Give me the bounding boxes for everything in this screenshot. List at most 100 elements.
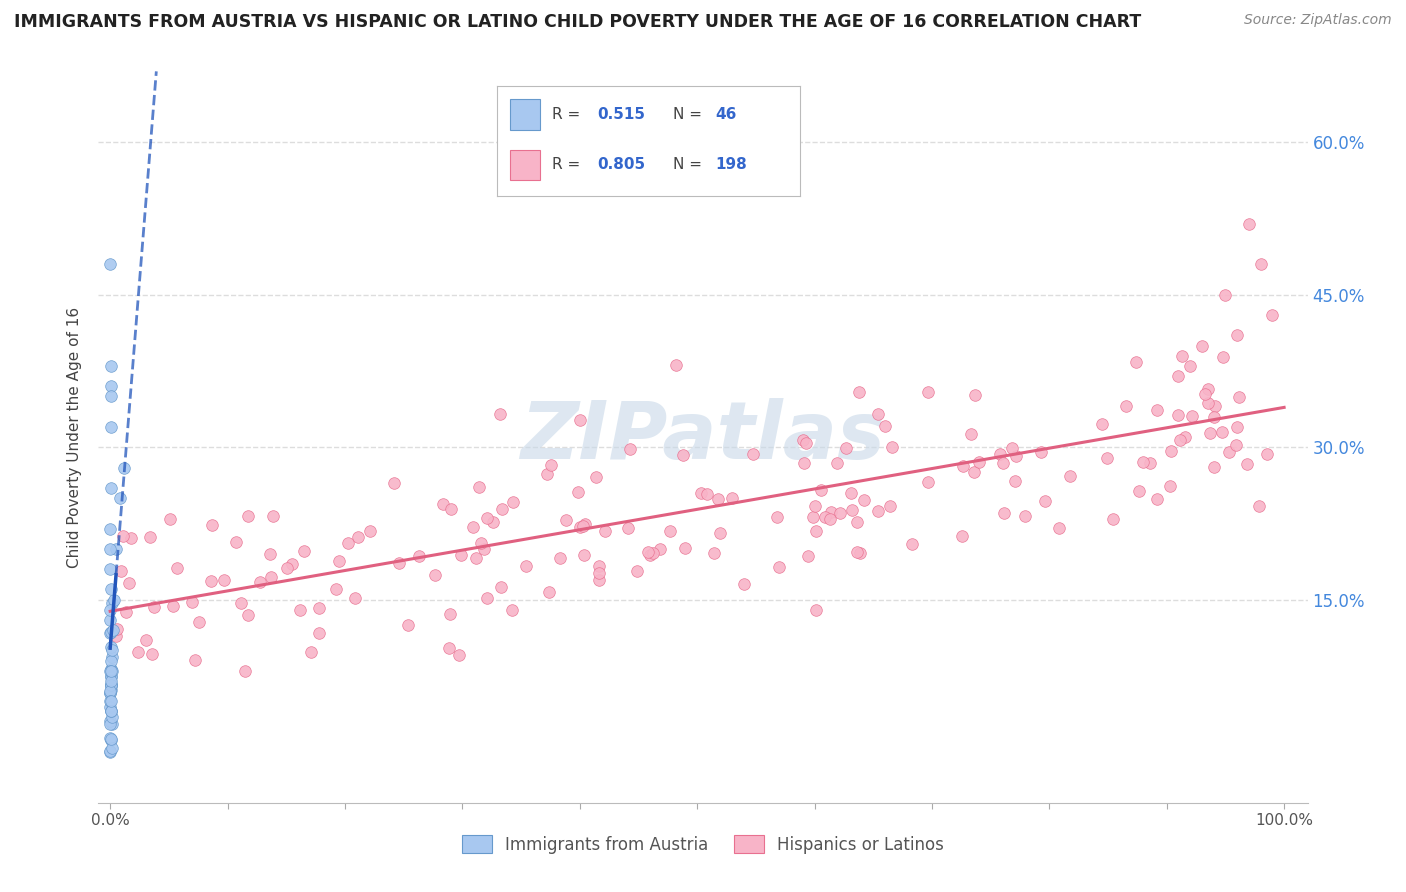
Point	[100, 717, 122, 731]
Point	[1139, 456, 1161, 470]
Point	[101, 649, 124, 664]
Point	[1004, 474, 1026, 488]
Point	[100, 625, 122, 640]
Point	[1004, 449, 1026, 463]
Point	[105, 541, 128, 556]
Point	[98, 664, 121, 678]
Point	[308, 626, 330, 640]
Point	[572, 548, 595, 562]
Point	[1091, 417, 1114, 432]
Point	[810, 483, 832, 498]
Point	[382, 476, 405, 491]
Point	[804, 524, 827, 538]
Point	[695, 487, 717, 501]
Point	[1191, 339, 1213, 353]
Point	[201, 518, 224, 533]
Point	[141, 647, 163, 661]
Point	[853, 492, 876, 507]
Point	[569, 519, 592, 533]
Point	[98, 699, 121, 714]
Point	[588, 574, 610, 588]
Point	[593, 524, 616, 538]
Point	[100, 732, 122, 747]
Point	[100, 668, 122, 682]
Point	[214, 573, 236, 587]
Point	[472, 542, 495, 557]
Point	[120, 532, 142, 546]
Point	[792, 434, 814, 448]
Point	[388, 556, 411, 570]
Point	[100, 740, 122, 755]
Point	[100, 705, 122, 719]
Point	[292, 544, 315, 558]
Point	[440, 502, 463, 516]
Point	[1204, 459, 1226, 474]
Point	[1168, 434, 1191, 448]
Point	[1226, 328, 1249, 343]
Point	[1211, 425, 1233, 439]
Point	[139, 530, 162, 544]
Point	[100, 694, 122, 708]
Point	[491, 580, 513, 594]
Point	[706, 492, 728, 507]
Point	[845, 545, 868, 559]
Point	[540, 458, 562, 472]
Point	[1171, 350, 1194, 364]
Point	[118, 575, 141, 590]
Point	[569, 413, 592, 427]
Point	[238, 508, 260, 523]
Point	[98, 521, 121, 535]
Point	[143, 600, 166, 615]
Point	[98, 603, 121, 617]
Point	[617, 521, 640, 535]
Point	[101, 623, 124, 637]
Point	[702, 546, 724, 560]
Point	[501, 603, 523, 617]
Point	[100, 596, 122, 610]
Point	[98, 684, 121, 698]
Point	[901, 537, 924, 551]
Point	[288, 603, 311, 617]
Point	[1204, 399, 1226, 413]
Point	[879, 499, 901, 513]
Point	[262, 509, 284, 524]
Point	[100, 686, 122, 700]
Point	[423, 568, 446, 582]
Point	[1000, 441, 1022, 455]
Point	[1095, 450, 1118, 465]
Point	[107, 623, 129, 637]
Point	[835, 441, 858, 455]
Point	[626, 564, 648, 578]
Point	[98, 731, 121, 745]
Point	[1174, 429, 1197, 443]
Point	[1132, 455, 1154, 469]
Point	[1115, 399, 1137, 413]
Point	[665, 358, 688, 372]
Point	[470, 535, 492, 549]
Point	[1033, 494, 1056, 508]
Point	[464, 551, 486, 566]
Point	[673, 541, 696, 555]
Point	[1226, 420, 1249, 434]
Point	[328, 554, 350, 568]
Point	[396, 618, 419, 632]
Point	[1059, 468, 1081, 483]
Point	[640, 548, 662, 562]
Point	[325, 582, 347, 596]
Point	[100, 389, 122, 403]
Point	[574, 516, 596, 531]
Point	[408, 549, 430, 563]
Point	[238, 607, 260, 622]
Point	[1256, 447, 1278, 461]
Point	[797, 549, 820, 563]
Point	[1237, 217, 1260, 231]
Point	[1125, 355, 1147, 369]
Point	[917, 475, 939, 490]
Point	[346, 529, 368, 543]
Point	[100, 359, 122, 373]
Point	[1160, 443, 1182, 458]
Point	[952, 458, 974, 473]
Point	[1102, 512, 1125, 526]
Point	[848, 384, 870, 399]
Point	[733, 576, 755, 591]
